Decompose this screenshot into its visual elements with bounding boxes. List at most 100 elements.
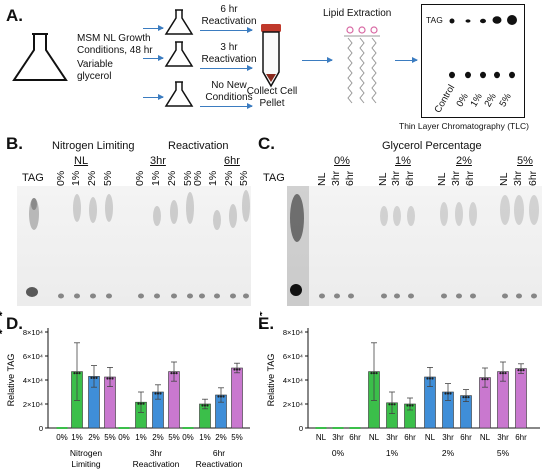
x-tick-label: 3hr xyxy=(386,433,398,442)
group-label: 0% xyxy=(332,448,345,458)
panel-b-lane-label: 0% xyxy=(55,170,67,186)
significance-star: * xyxy=(0,310,3,323)
centrifuge-tube-icon xyxy=(261,24,281,88)
tlc-gel-b xyxy=(17,186,251,306)
panel-b-header-nl: Nitrogen Limiting xyxy=(52,140,135,152)
group-label: Limiting xyxy=(71,459,101,469)
data-point xyxy=(238,368,241,371)
growth-line1: MSM NL Growth xyxy=(77,33,151,44)
x-tick-label: 6hr xyxy=(349,433,361,442)
arrow-branch-3 xyxy=(143,94,164,100)
arrow-to-tube-1 xyxy=(200,27,253,33)
tlc-plate: TAG xyxy=(421,4,525,118)
x-tick-label: 1% xyxy=(71,433,83,442)
collect-line1: Collect Cell xyxy=(246,86,298,97)
tlc-gel-c-image xyxy=(287,186,539,306)
data-point xyxy=(170,372,173,375)
data-point xyxy=(462,396,465,399)
data-point xyxy=(156,392,160,395)
panel-c-lane-label: 6hr xyxy=(404,170,416,186)
panel-c-letter: C. xyxy=(258,134,275,153)
data-point xyxy=(504,372,507,375)
data-point xyxy=(219,395,223,398)
data-point xyxy=(235,368,239,371)
small-flask-icon xyxy=(164,41,194,67)
y-axis-label: Relative TAG xyxy=(266,354,276,407)
panel-b-lane-label: 2% xyxy=(166,170,178,186)
data-point xyxy=(428,377,432,380)
group-label: 5% xyxy=(497,448,510,458)
arrow-to-lipid xyxy=(302,57,333,63)
panel-b-group-6hr: 6hr xyxy=(224,155,240,167)
data-point xyxy=(111,377,114,380)
data-point xyxy=(501,372,505,375)
y-tick-label: 2×10⁴ xyxy=(283,400,303,409)
x-tick-label: 0% xyxy=(118,433,130,442)
significance-star: * xyxy=(260,310,263,323)
panel-b-lane-label: 1% xyxy=(70,170,82,186)
growth-conditions-text: MSM NL Growth Conditions, 48 hr xyxy=(77,33,153,57)
lipid-molecule-icon xyxy=(344,26,380,104)
data-point xyxy=(483,378,487,381)
branch1-line1: 6 hr xyxy=(220,4,238,15)
data-point xyxy=(233,368,236,371)
panel-c-group-1: 1% xyxy=(395,155,411,167)
data-point xyxy=(222,395,225,398)
panel-b-tag-label: TAG xyxy=(22,172,44,184)
panel-b-lane-label: 1% xyxy=(150,170,162,186)
data-point xyxy=(446,392,450,395)
y-tick-label: 6×10⁴ xyxy=(283,352,303,361)
x-tick-label: 2% xyxy=(215,433,227,442)
collect-pellet-text: Collect Cell Pellet xyxy=(240,86,304,110)
x-tick-label: NL xyxy=(480,433,491,442)
branch-6hr-text: 6 hr Reactivation xyxy=(198,4,260,28)
panel-c-group-3: 5% xyxy=(517,155,533,167)
arrow-to-tube-2 xyxy=(200,65,253,71)
data-point xyxy=(217,395,220,398)
x-tick-label: 0% xyxy=(182,433,194,442)
group-label: Reactivation xyxy=(196,459,243,469)
tlc-gel-c xyxy=(287,186,542,306)
data-point xyxy=(201,404,204,407)
growth-line4: glycerol xyxy=(77,71,112,82)
data-point xyxy=(481,378,484,381)
panel-b-lane-label: 1% xyxy=(207,170,219,186)
y-tick-label: 0 xyxy=(39,424,43,433)
y-tick-label: 6×10⁴ xyxy=(23,352,43,361)
small-flask-icon xyxy=(164,81,194,107)
branch3-line1: No New xyxy=(211,80,247,91)
tlc-caption: Thin Layer Chromatography (TLC) xyxy=(399,121,529,131)
group-label: 1% xyxy=(386,448,399,458)
significance-star: * xyxy=(0,327,3,341)
lipid-extraction-title: Lipid Extraction xyxy=(323,8,392,19)
x-tick-label: 3hr xyxy=(332,433,344,442)
data-point xyxy=(75,372,79,375)
data-point xyxy=(411,404,414,407)
branch3-line2: Conditions xyxy=(205,92,253,103)
panel-b-letter: B. xyxy=(6,134,23,153)
data-point xyxy=(159,392,162,395)
data-point xyxy=(388,403,391,406)
data-point xyxy=(390,403,394,406)
tlc-tag-label: TAG xyxy=(426,15,443,25)
data-point xyxy=(372,372,376,375)
data-point xyxy=(449,392,452,395)
data-point xyxy=(464,396,468,399)
bar xyxy=(515,368,527,429)
data-point xyxy=(203,404,207,407)
panel-b-group-3hr: 3hr xyxy=(150,155,166,167)
x-tick-label: 5% xyxy=(231,433,243,442)
x-tick-label: NL xyxy=(425,433,436,442)
tlc-gel-b-image xyxy=(26,190,250,299)
panel-c-lane-label: 3hr xyxy=(512,170,524,186)
collect-line2: Pellet xyxy=(259,98,285,109)
data-point xyxy=(95,376,98,379)
panel-c-lane-label: NL xyxy=(436,172,448,186)
panel-c-lane-label: 3hr xyxy=(390,170,402,186)
panel-e-letter: E. xyxy=(258,314,275,333)
group-label: Reactivation xyxy=(133,459,180,469)
glycerol-text: Variable glycerol xyxy=(77,59,113,83)
panel-c-lane-label: NL xyxy=(498,172,510,186)
data-point xyxy=(92,376,96,379)
